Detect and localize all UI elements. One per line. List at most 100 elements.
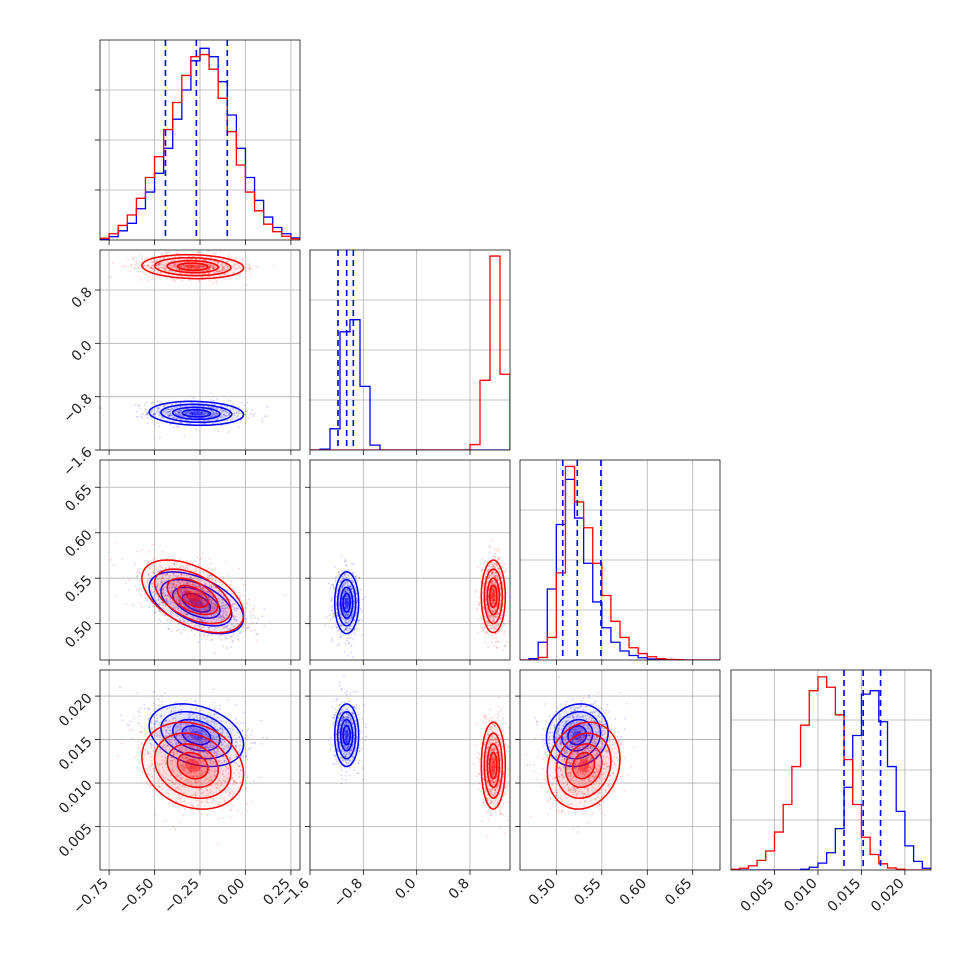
sample-point-blue: [342, 583, 345, 586]
sample-point-blue: [178, 601, 181, 604]
sample-point-blue: [180, 410, 183, 412]
sample-point-blue: [200, 620, 202, 622]
sample-point-blue: [344, 603, 347, 605]
sample-point-blue: [162, 589, 165, 592]
sample-point-red: [188, 601, 191, 604]
sample-point-blue: [238, 632, 241, 635]
sample-point-blue: [193, 597, 196, 600]
sample-point-blue: [188, 598, 191, 600]
sample-point-red: [212, 267, 215, 270]
sample-point-red: [197, 586, 200, 588]
sample-point-blue: [232, 407, 235, 410]
sample-point-red: [202, 570, 205, 573]
sample-point-blue: [227, 628, 229, 631]
sample-point-red: [175, 268, 178, 270]
sample-point-red: [213, 624, 216, 626]
density-fill-blue: [189, 411, 204, 416]
sample-point-blue: [342, 610, 345, 612]
sample-point-red: [203, 635, 206, 638]
sample-point-red: [170, 569, 173, 572]
sample-point-red: [163, 268, 166, 270]
sample-point-red: [206, 269, 209, 271]
sample-point-red: [208, 266, 211, 269]
sample-point-blue: [240, 418, 243, 421]
sample-point-blue: [350, 627, 352, 630]
sample-point-blue: [339, 637, 341, 639]
sample-point-blue: [187, 620, 189, 622]
sample-point-blue: [266, 415, 269, 417]
sample-point-red: [180, 588, 183, 591]
sample-point-red: [196, 618, 199, 620]
sample-point-blue: [178, 409, 181, 412]
sample-point-red: [227, 267, 230, 270]
sample-point-red: [174, 591, 177, 594]
sample-point-red: [188, 267, 191, 270]
sample-point-red: [208, 265, 211, 268]
sample-point-red: [208, 265, 211, 267]
sample-point-red: [175, 605, 177, 608]
sample-point-red: [157, 262, 160, 265]
sample-point-red: [185, 594, 188, 597]
sample-point-red: [165, 266, 167, 269]
sample-point-blue: [140, 589, 143, 591]
sample-point-red: [233, 615, 236, 618]
sample-point-red: [182, 583, 185, 585]
sample-point-blue: [237, 623, 239, 625]
sample-point-red: [138, 579, 141, 582]
sample-point-red: [195, 569, 198, 572]
sample-point-blue: [198, 599, 200, 602]
sample-point-blue: [190, 594, 193, 596]
sample-point-red: [212, 266, 215, 269]
sample-point-red: [222, 615, 224, 618]
sample-point-blue: [205, 615, 208, 618]
sample-point-red: [219, 610, 221, 612]
sample-point-blue: [172, 601, 175, 604]
sample-point-red: [196, 592, 199, 594]
sample-point-blue: [134, 404, 137, 406]
sample-point-blue: [347, 604, 350, 607]
sample-point-blue: [169, 410, 172, 413]
sample-point-red: [191, 265, 194, 267]
sample-point-blue: [220, 593, 223, 596]
sample-point-blue: [199, 601, 202, 604]
sample-point-blue: [222, 645, 225, 648]
sample-point-blue: [241, 402, 244, 404]
sample-point-blue: [168, 414, 171, 416]
sample-point-blue: [204, 411, 207, 414]
sample-point-red: [212, 266, 214, 269]
sample-point-blue: [251, 408, 253, 411]
sample-point-red: [234, 267, 237, 270]
sample-point-blue: [156, 409, 159, 412]
sample-point-red: [225, 581, 228, 584]
sample-point-blue: [173, 416, 176, 419]
sample-point-red: [169, 575, 172, 577]
sample-point-blue: [202, 587, 205, 589]
sample-point-red: [141, 257, 143, 260]
sample-point-blue: [210, 605, 213, 608]
sample-point-red: [216, 262, 219, 265]
sample-point-red: [187, 597, 190, 600]
sample-point-red: [185, 272, 188, 275]
sample-point-red: [171, 629, 173, 632]
sample-point-red: [203, 634, 206, 636]
sample-point-red: [136, 575, 139, 578]
sample-point-red: [192, 268, 195, 270]
sample-point-red: [245, 606, 247, 609]
sample-point-red: [212, 267, 215, 269]
sample-point-red: [200, 598, 203, 601]
sample-point-blue: [233, 414, 236, 417]
sample-point-blue: [349, 585, 352, 588]
sample-point-blue: [150, 410, 153, 412]
sample-point-red: [184, 613, 187, 616]
sample-point-blue: [191, 412, 194, 415]
sample-point-blue: [344, 590, 347, 592]
sample-point-red: [478, 603, 480, 606]
sample-point-blue: [218, 616, 220, 619]
contour-red: [153, 256, 232, 277]
sample-point-red: [219, 270, 222, 273]
sample-point-red: [160, 601, 163, 604]
sample-point-blue: [348, 591, 351, 594]
sample-point-blue: [170, 613, 173, 615]
sample-point-blue: [201, 588, 204, 591]
sample-point-red: [221, 607, 224, 610]
